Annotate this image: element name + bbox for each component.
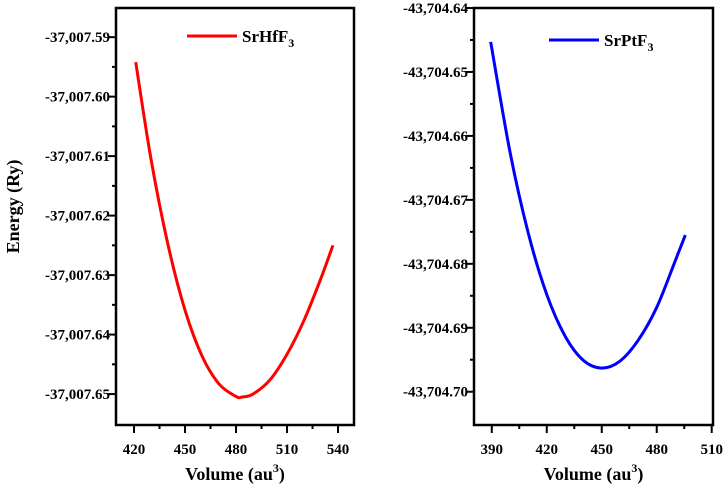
legend-label: SrPtF3 bbox=[604, 31, 653, 54]
x-axis-title-sup: 3 bbox=[273, 461, 279, 475]
legend-subscript: 3 bbox=[288, 36, 294, 50]
x-tick-label: 510 bbox=[276, 442, 299, 458]
y-tick-label: -43,704.65 bbox=[403, 65, 468, 81]
y-tick-label: -37,007.62 bbox=[45, 209, 110, 225]
y-tick-label: -37,007.63 bbox=[45, 268, 110, 284]
x-axis-title-text: Volume (au bbox=[185, 464, 273, 485]
x-tick-label: 540 bbox=[327, 442, 350, 458]
legend-label: SrHfF3 bbox=[242, 27, 294, 50]
y-tick-label: -43,704.69 bbox=[403, 321, 468, 337]
x-tick-label: 480 bbox=[225, 442, 248, 458]
x-tick-label: 510 bbox=[700, 442, 723, 458]
chart-panel-2: SrPtF3-43,704.64-43,704.65-43,704.66-43,… bbox=[403, 1, 723, 485]
legend-subscript: 3 bbox=[647, 40, 653, 54]
x-tick-label: 450 bbox=[174, 442, 197, 458]
series-line bbox=[134, 61, 335, 400]
plot-frame bbox=[114, 6, 356, 427]
y-axis-title: Energy (Ry) bbox=[3, 160, 24, 254]
x-axis-title-text: Volume (au bbox=[544, 464, 632, 485]
y-tick-label: -37,007.59 bbox=[45, 30, 110, 46]
y-tick-label: -43,704.64 bbox=[403, 1, 468, 17]
y-tick-label: -43,704.67 bbox=[403, 193, 468, 209]
legend-name: SrPtF bbox=[604, 31, 647, 50]
y-tick-label: -37,007.65 bbox=[45, 387, 110, 403]
x-axis-title-end: ) bbox=[279, 464, 285, 485]
y-tick-label: -43,704.66 bbox=[403, 129, 468, 145]
x-tick-label: 480 bbox=[645, 442, 668, 458]
series-line bbox=[489, 41, 687, 370]
legend-name: SrHfF bbox=[242, 27, 288, 46]
chart-panel-1: SrHfF3-37,007.59-37,007.60-37,007.61-37,… bbox=[3, 6, 356, 485]
x-tick-label: 420 bbox=[536, 442, 559, 458]
y-tick-label: -37,007.64 bbox=[45, 328, 110, 344]
x-axis-title: Volume (au3) bbox=[544, 461, 644, 485]
y-tick-label: -43,704.70 bbox=[403, 385, 468, 401]
x-tick-label: 420 bbox=[123, 442, 146, 458]
y-tick-label: -37,007.61 bbox=[45, 149, 110, 165]
x-axis-title-sup: 3 bbox=[631, 461, 637, 475]
x-tick-label: 390 bbox=[481, 442, 504, 458]
y-tick-label: -43,704.68 bbox=[403, 257, 468, 273]
plot-frame bbox=[472, 6, 715, 427]
y-tick-label: -37,007.60 bbox=[45, 90, 110, 106]
x-axis-title: Volume (au3) bbox=[185, 461, 285, 485]
x-tick-label: 450 bbox=[590, 442, 613, 458]
x-axis-title-end: ) bbox=[637, 464, 643, 485]
